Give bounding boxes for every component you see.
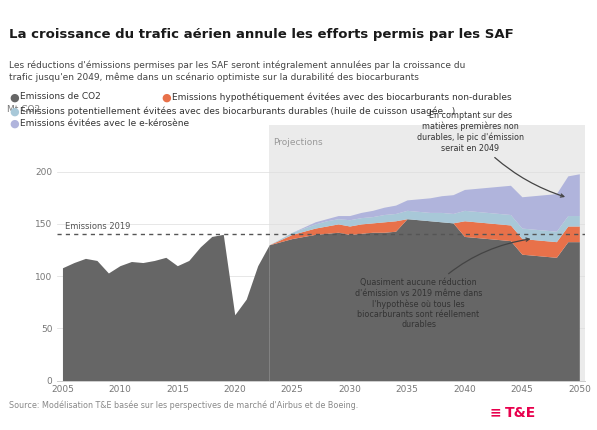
- Bar: [269, 125, 591, 381]
- Text: ●: ●: [9, 119, 19, 129]
- Text: Emissions 2019: Emissions 2019: [64, 222, 130, 230]
- Text: Emissions potentiellement évitées avec des biocarburants durables (huile de cuis: Emissions potentiellement évitées avec d…: [20, 106, 455, 116]
- Text: T&E: T&E: [504, 406, 536, 421]
- Text: ●: ●: [9, 106, 19, 116]
- Text: Emissions hypothétiquement évitées avec des biocarburants non-durables: Emissions hypothétiquement évitées avec …: [172, 92, 512, 102]
- Text: Emissions évitées avec le e-kérosène: Emissions évitées avec le e-kérosène: [20, 119, 189, 128]
- Text: Projections: Projections: [273, 138, 322, 147]
- Text: ≡: ≡: [490, 406, 506, 421]
- Text: ●: ●: [161, 92, 171, 102]
- Text: Source: Modélisation T&E basée sur les perspectives de marché d'Airbus et de Boe: Source: Modélisation T&E basée sur les p…: [9, 401, 358, 410]
- Text: La croissance du trafic aérien annule les efforts permis par les SAF: La croissance du trafic aérien annule le…: [9, 28, 513, 41]
- Text: En comptant sur des
matières premières non
durables, le pic d'émission
serait en: En comptant sur des matières premières n…: [417, 111, 564, 197]
- Text: Emissions de CO2: Emissions de CO2: [20, 92, 100, 101]
- Text: ●: ●: [9, 92, 19, 102]
- Text: Les réductions d'émissions permises par les SAF seront intégralement annulées pa: Les réductions d'émissions permises par …: [9, 60, 465, 82]
- Text: Mt CO2: Mt CO2: [7, 105, 39, 114]
- Text: Quasiment aucune réduction
d'émission vs 2019 même dans
l'hypothèse où tous les
: Quasiment aucune réduction d'émission vs…: [355, 238, 530, 329]
